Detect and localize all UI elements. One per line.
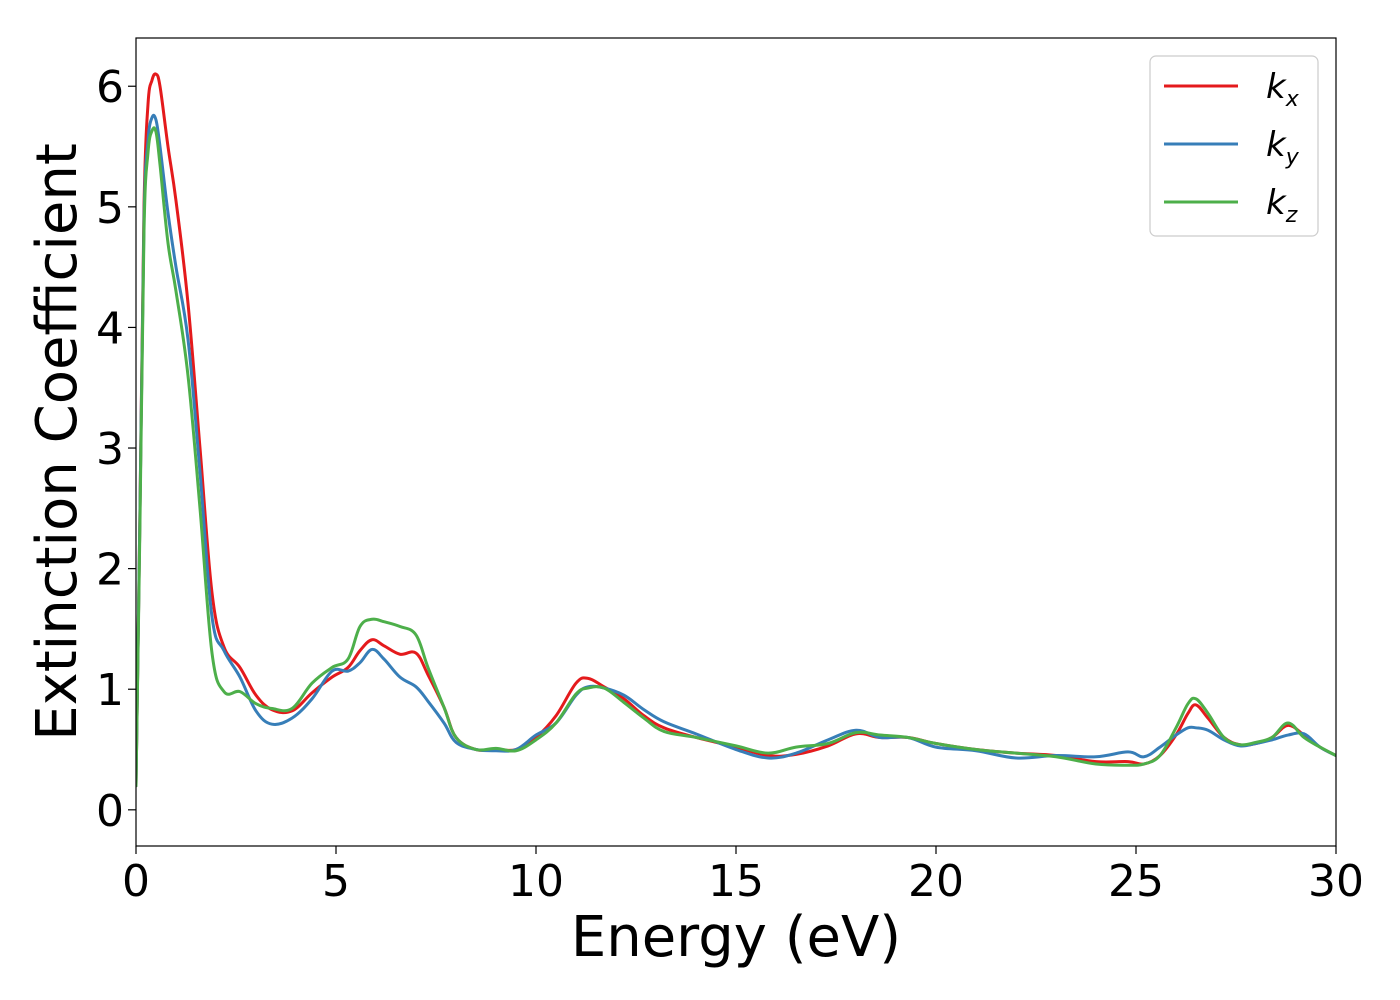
- legend-box: [1149, 55, 1319, 237]
- legend-label-y: ky: [1266, 125, 1300, 170]
- series-line-z: [136, 126, 1336, 788]
- legend-items: kx ky kz: [1164, 67, 1300, 228]
- x-axis-ticks: 0 5 10 15 20 25 30: [122, 846, 1364, 907]
- y-tick-label: 3: [96, 424, 124, 475]
- x-tick-label: 15: [708, 856, 764, 907]
- x-tick-label: 0: [122, 856, 150, 907]
- x-tick-label: 25: [1108, 856, 1164, 907]
- legend-label-x: kx: [1266, 67, 1300, 112]
- legend: kx ky kz: [1149, 55, 1319, 237]
- legend-label-z: kz: [1266, 183, 1298, 228]
- x-axis-label: Energy (eV): [571, 905, 901, 970]
- series-layer: [136, 72, 1336, 788]
- y-tick-label: 6: [96, 62, 124, 113]
- y-tick-label: 1: [96, 665, 124, 716]
- y-tick-label: 4: [96, 303, 124, 354]
- x-tick-label: 5: [322, 856, 350, 907]
- x-tick-label: 20: [908, 856, 964, 907]
- y-axis-ticks: 0 1 2 3 4 5 6: [96, 62, 136, 837]
- x-tick-label: 30: [1308, 856, 1364, 907]
- y-tick-label: 2: [96, 545, 124, 596]
- x-tick-label: 10: [508, 856, 564, 907]
- y-tick-label: 0: [96, 786, 124, 837]
- y-axis-label: Extinction Coefficient: [25, 143, 90, 741]
- y-tick-label: 5: [96, 183, 124, 234]
